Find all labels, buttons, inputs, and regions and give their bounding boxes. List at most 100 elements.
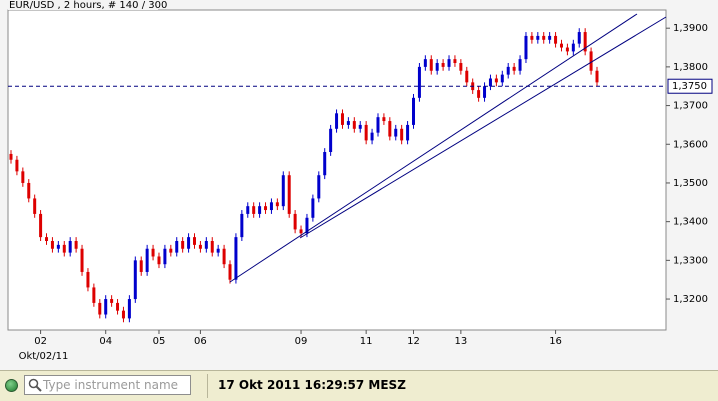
candle-body: [483, 86, 487, 98]
candle-body: [317, 175, 321, 199]
candle-body: [500, 74, 504, 83]
candle-body: [518, 59, 522, 71]
chart-title: EUR/USD , 2 hours, # 140 / 300: [9, 0, 167, 11]
candle-body: [293, 213, 297, 230]
candle-body: [305, 217, 309, 234]
candle-body: [577, 32, 581, 44]
candle-body: [216, 248, 220, 253]
candle-body: [530, 35, 534, 40]
candle-body: [9, 153, 13, 160]
candle-body: [583, 32, 587, 52]
candle-body: [98, 302, 102, 315]
search-icon: [28, 378, 42, 392]
candle-body: [246, 206, 250, 214]
candle-body: [412, 97, 416, 125]
candle-body: [15, 159, 19, 172]
current-price-label: 1,3750: [672, 81, 707, 92]
candle-body: [281, 175, 285, 207]
x-tick-label: 05: [153, 336, 166, 347]
candle-body: [388, 121, 392, 137]
plot-layer: [8, 28, 666, 323]
candle-body: [459, 63, 463, 71]
chart: EUR/USD , 2 hours, # 140 / 300 1,3200 1,3…: [0, 0, 718, 370]
candle-body: [169, 248, 173, 253]
candle-body: [506, 66, 510, 75]
candle-body: [210, 241, 214, 253]
candle-body: [453, 59, 457, 64]
candle-body: [441, 63, 445, 67]
candle-body: [104, 299, 108, 315]
candle-body: [33, 198, 37, 214]
y-tick-label: 1,3900: [673, 23, 708, 34]
candle-body: [275, 202, 279, 207]
candle-body: [447, 59, 451, 67]
candle-body: [477, 90, 481, 98]
candle-body: [204, 241, 208, 249]
y-tick-label: 1,3800: [673, 62, 708, 73]
y-tick-label: 1,3200: [673, 294, 708, 305]
candle-body: [258, 206, 262, 214]
candle-body: [311, 198, 315, 218]
candle-body: [145, 248, 149, 272]
candle-body: [299, 229, 303, 234]
trend-line: [229, 13, 638, 283]
candle-body: [116, 302, 120, 311]
candle-body: [175, 241, 179, 253]
x-tick-label: 12: [407, 336, 420, 347]
candle-body: [370, 132, 374, 141]
candle-body: [62, 244, 66, 253]
y-tick-label: 1,3600: [673, 139, 708, 150]
candle-body: [329, 128, 333, 153]
candle-body: [494, 78, 498, 83]
candle-body: [376, 117, 380, 133]
candle-body: [252, 206, 256, 214]
candle-body: [335, 113, 339, 129]
candle-body: [358, 124, 362, 129]
candle-body: [565, 47, 569, 52]
candle-body: [50, 241, 54, 249]
candle-body: [21, 171, 25, 183]
candle-body: [406, 124, 410, 141]
x-tick-label: 13: [454, 336, 467, 347]
candle-body: [27, 182, 31, 199]
candle-body: [352, 121, 356, 129]
candle-body: [571, 43, 575, 52]
candle-body: [139, 260, 143, 272]
y-tick-label: 1,3500: [673, 178, 708, 189]
plot-area: [7, 9, 667, 331]
y-tick-label: 1,3300: [673, 255, 708, 266]
candle-body: [192, 237, 196, 245]
x-tick-label: 04: [99, 336, 112, 347]
candle-body: [228, 264, 232, 280]
candle-body: [133, 260, 137, 300]
candle-body: [80, 248, 84, 272]
title-background: [8, 0, 158, 10]
candle-body: [364, 124, 368, 141]
candle-body: [222, 248, 226, 265]
candle-body: [198, 244, 202, 249]
candle-body: [92, 287, 96, 303]
separator: [207, 374, 208, 398]
candle-body: [488, 78, 492, 87]
candle-body: [56, 244, 60, 249]
x-tick-label: 02: [34, 336, 47, 347]
candle-body: [264, 206, 268, 211]
candle-body: [400, 128, 404, 141]
candle-body: [151, 248, 155, 257]
candle-body: [121, 310, 125, 319]
candle-body: [86, 271, 90, 288]
candle-body: [269, 202, 273, 211]
candle-body: [589, 51, 593, 71]
candle-body: [429, 59, 433, 71]
candle-body: [234, 237, 238, 280]
candle-body: [287, 175, 291, 214]
candle-body: [548, 35, 552, 40]
candle-body: [340, 113, 344, 125]
connection-indicator: [5, 379, 18, 392]
candle-body: [465, 70, 469, 83]
instrument-search[interactable]: Type instrument name: [24, 375, 191, 395]
candle-body: [542, 35, 546, 40]
x-sublabel: Okt/02/11: [19, 351, 69, 362]
current-price-box: [667, 78, 713, 94]
